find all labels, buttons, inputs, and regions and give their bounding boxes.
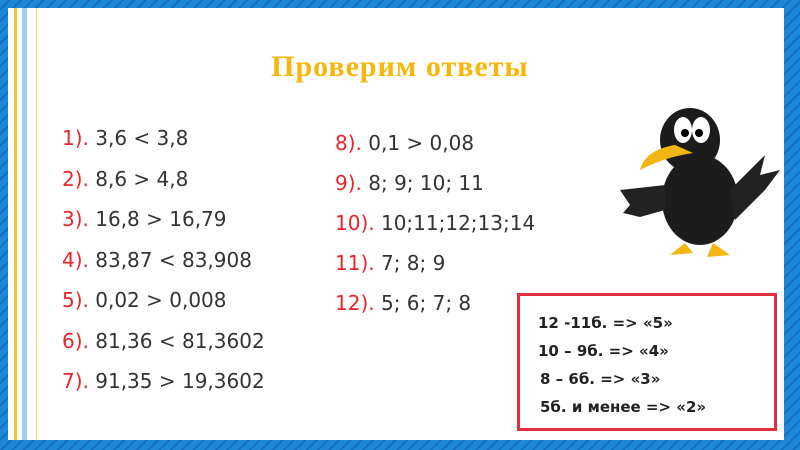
grading-box bbox=[517, 293, 777, 431]
answer-text: 8,6 > 4,8 bbox=[95, 166, 189, 191]
answer-number: 3). bbox=[62, 207, 89, 231]
grading-line: 8 – 6б. => «3» bbox=[540, 370, 661, 388]
answer-number: 2). bbox=[62, 166, 89, 191]
answer-item: 5). 0,02 > 0,008 bbox=[62, 288, 227, 312]
decor-stripe bbox=[22, 8, 27, 440]
answer-item: 9). 8; 9; 10; 11 bbox=[335, 171, 484, 195]
answer-number: 12). bbox=[335, 291, 375, 315]
answer-number: 5). bbox=[62, 288, 89, 312]
answer-item: 3). 16,8 > 16,79 bbox=[62, 207, 227, 231]
answer-text: 0,1 > 0,08 bbox=[368, 131, 475, 155]
page-title: Проверим ответы bbox=[271, 50, 529, 83]
answer-item: 11). 7; 8; 9 bbox=[335, 251, 445, 275]
answer-number: 4). bbox=[62, 247, 89, 272]
answer-text: 0,02 > 0,008 bbox=[95, 288, 227, 312]
answer-text: 5; 6; 7; 8 bbox=[380, 291, 472, 315]
answer-number: 1). bbox=[62, 126, 89, 150]
decor-stripe bbox=[36, 8, 37, 440]
answer-number: 8). bbox=[335, 131, 362, 155]
answer-item: 7). 91,35 > 19,3602 bbox=[62, 369, 265, 393]
answer-text: 16,8 > 16,79 bbox=[95, 207, 227, 231]
answer-text: 3,6 < 3,8 bbox=[95, 126, 189, 150]
answer-text: 8; 9; 10; 11 bbox=[368, 171, 484, 195]
answer-item: 12). 5; 6; 7; 8 bbox=[335, 291, 471, 315]
answer-text: 83,87 < 83,908 bbox=[95, 247, 252, 272]
answer-number: 6). bbox=[62, 328, 89, 353]
answer-number: 10). bbox=[335, 211, 375, 235]
answer-item: 8). 0,1 > 0,08 bbox=[335, 131, 474, 155]
answer-item: 6). 81,36 < 81,3602 bbox=[62, 329, 265, 353]
answer-text: 7; 8; 9 bbox=[380, 251, 446, 275]
answer-text: 10;11;12;13;14 bbox=[380, 211, 536, 235]
answer-number: 11). bbox=[335, 251, 375, 275]
answer-item: 1). 3,6 < 3,8 bbox=[62, 126, 188, 150]
answer-text: 91,35 > 19,3602 bbox=[95, 369, 265, 393]
grading-line: 12 -11б. => «5» bbox=[538, 314, 673, 332]
answer-number: 9). bbox=[335, 171, 362, 195]
answer-number: 7). bbox=[62, 369, 89, 393]
answer-item: 2). 8,6 > 4,8 bbox=[62, 167, 188, 191]
grading-line: 10 – 9б. => «4» bbox=[538, 342, 669, 360]
crow-icon bbox=[620, 108, 780, 257]
answer-text: 81,36 < 81,3602 bbox=[95, 328, 265, 353]
decor-stripe bbox=[14, 8, 17, 440]
grading-line: 5б. и менее => «2» bbox=[540, 398, 707, 416]
answer-item: 10). 10;11;12;13;14 bbox=[335, 211, 535, 235]
answer-item: 4). 83,87 < 83,908 bbox=[62, 248, 252, 272]
